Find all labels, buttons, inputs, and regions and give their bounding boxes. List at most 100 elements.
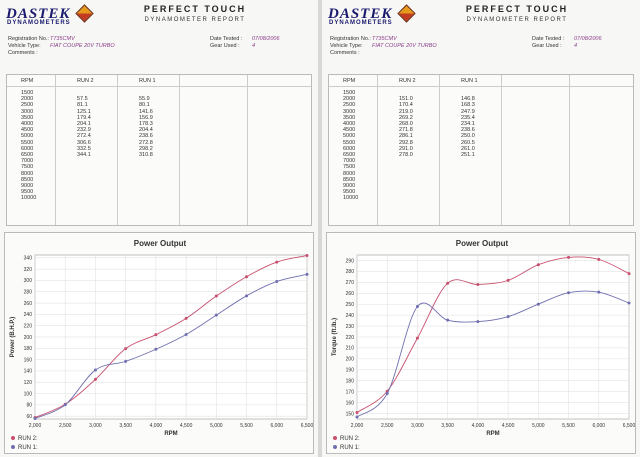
data-point-run1 bbox=[506, 315, 510, 319]
x-tick-label: 2,000 bbox=[351, 423, 364, 429]
table-cell: 234.1 bbox=[461, 121, 475, 128]
y-tick-label: 240 bbox=[346, 313, 355, 319]
y-tick-label: 340 bbox=[24, 256, 33, 262]
data-point-run1 bbox=[536, 302, 540, 306]
table-cell: 5500 bbox=[343, 139, 356, 146]
table-cell: 8500 bbox=[21, 176, 34, 183]
table-cell: 344.1 bbox=[77, 152, 91, 159]
y-tick-label: 290 bbox=[346, 258, 355, 264]
y-tick-label: 260 bbox=[346, 291, 355, 297]
report-title: PERFECT TOUCH DYNAMOMETER REPORT bbox=[442, 4, 592, 23]
run2-header: RUN 2 bbox=[399, 78, 416, 84]
table-cell: 179.4 bbox=[77, 114, 91, 121]
dastek-logo: DASTEK DYNAMOMETERS bbox=[328, 4, 418, 28]
table-cell: 156.9 bbox=[139, 114, 153, 121]
diamond-icon bbox=[397, 4, 416, 23]
table-cell: 10000 bbox=[343, 195, 359, 202]
run1-column: 146.8 168.3 247.9 235.4 234.1 238.6 250.0 260.5… bbox=[461, 90, 475, 158]
date-label: Date Tested : bbox=[210, 36, 243, 42]
table-cell: 9000 bbox=[21, 183, 34, 190]
vehicle-label: Vehicle Type: bbox=[330, 43, 363, 49]
table-cell: 272.8 bbox=[139, 139, 153, 146]
table-cell: 2000 bbox=[343, 96, 356, 103]
table-cell: 151.0 bbox=[399, 96, 413, 103]
run2-column: 57.5 81.1 125.1 179.4 204.1 232.9 272.4 306.6 33… bbox=[77, 90, 91, 158]
y-tick-label: 270 bbox=[346, 280, 355, 286]
y-tick-label: 170 bbox=[346, 389, 355, 395]
legend-run1: RUN 1: bbox=[333, 445, 360, 451]
vehicle-value: FIAT COUPE 20V TURBO bbox=[372, 43, 437, 49]
data-point-run2 bbox=[567, 255, 571, 259]
vehicle-info: Registration No.:T735CMV Vehicle Type: FI… bbox=[330, 36, 437, 57]
data-point-run2 bbox=[93, 377, 97, 381]
data-point-run2 bbox=[154, 333, 158, 337]
x-tick-label: 4,500 bbox=[502, 423, 515, 429]
table-cell: 6000 bbox=[343, 145, 356, 152]
y-tick-label: 200 bbox=[24, 335, 33, 341]
series-line-run1 bbox=[356, 290, 630, 418]
chart-title: Power Output bbox=[134, 239, 187, 248]
report-title: PERFECT TOUCH DYNAMOMETER REPORT bbox=[120, 4, 270, 23]
data-point-run2 bbox=[124, 347, 128, 351]
y-tick-label: 150 bbox=[346, 411, 355, 417]
y-tick-label: 230 bbox=[346, 324, 355, 330]
data-point-run1 bbox=[385, 392, 389, 396]
x-tick-label: 6,500 bbox=[623, 423, 636, 429]
gear-label: Gear Used : bbox=[210, 43, 240, 49]
comments-label: Comments : bbox=[330, 50, 360, 56]
table-cell: 2500 bbox=[343, 102, 356, 109]
series-line-run2 bbox=[356, 256, 630, 413]
legend-label-run1: RUN 1: bbox=[340, 445, 360, 451]
x-tick-label: 4,000 bbox=[472, 423, 485, 429]
legend-run2: RUN 2: bbox=[11, 436, 38, 442]
legend-swatch-run1 bbox=[11, 445, 15, 450]
vehicle-info: Registration No.:T735CMV Vehicle Type: FI… bbox=[8, 36, 115, 57]
date-label: Date Tested : bbox=[532, 36, 565, 42]
torque-chart-svg: Power Output 150 160 170 180 190 200 210 220 230 2… bbox=[332, 239, 636, 437]
legend-label-run2: RUN 2: bbox=[18, 436, 38, 442]
table-cell: 55.9 bbox=[139, 96, 150, 103]
y-tick-label: 160 bbox=[346, 400, 355, 406]
registration-label: Registration No.: bbox=[330, 36, 371, 42]
y-tick-label: 250 bbox=[346, 302, 355, 308]
table-cell: 80.1 bbox=[139, 102, 150, 109]
table-cell: 5000 bbox=[21, 133, 34, 140]
data-point-run2 bbox=[415, 336, 419, 340]
data-point-run2 bbox=[355, 410, 359, 414]
y-tick-label: 220 bbox=[24, 323, 33, 329]
x-tick-label: 5,500 bbox=[240, 423, 253, 429]
y-tick-label: 200 bbox=[346, 357, 355, 363]
table-cell: 310.8 bbox=[139, 152, 153, 159]
run1-header: RUN 1 bbox=[461, 78, 478, 84]
table-cell: 7000 bbox=[343, 158, 356, 165]
y-tick-label: 240 bbox=[24, 312, 33, 318]
x-tick-label: 5,000 bbox=[210, 423, 223, 429]
data-point-run2 bbox=[275, 260, 279, 264]
y-tick-label: 120 bbox=[24, 380, 33, 386]
report-title-main: PERFECT TOUCH bbox=[143, 4, 247, 14]
series-line-run2 bbox=[34, 255, 308, 418]
table-cell: 272.4 bbox=[77, 133, 91, 140]
rpm-header: RPM bbox=[21, 78, 34, 84]
x-axis-label: RPM bbox=[164, 431, 177, 437]
x-tick-label: 2,500 bbox=[381, 423, 394, 429]
table-cell: 3500 bbox=[343, 114, 356, 121]
data-point-run2 bbox=[214, 294, 218, 298]
rpm-header: RPM bbox=[343, 78, 356, 84]
table-cell: 238.6 bbox=[461, 127, 475, 134]
data-point-run1 bbox=[627, 301, 631, 305]
legend-run2: RUN 2: bbox=[333, 436, 360, 442]
power-chart-svg: Power Output 60 80 100 120 140 160 180 200 220 240… bbox=[10, 239, 313, 437]
power-chart: Power Output 60 80 100 120 140 160 180 200 220 240… bbox=[4, 232, 314, 454]
registration-value: T735CMV bbox=[372, 36, 397, 42]
table-cell: 4000 bbox=[21, 121, 34, 128]
table-cell: 81.1 bbox=[77, 102, 88, 109]
table-cell: 146.8 bbox=[461, 96, 475, 103]
x-tick-label: 6,000 bbox=[593, 423, 606, 429]
data-point-run1 bbox=[33, 416, 37, 420]
table-cell: 2000 bbox=[21, 96, 34, 103]
table-cell: 278.0 bbox=[399, 152, 413, 159]
logo-wordmark: DASTEK bbox=[328, 6, 393, 22]
results-table: RPM RUN 2 RUN 1 1500 2000 2500 3000 3500 4000… bbox=[6, 74, 312, 226]
data-point-run1 bbox=[184, 333, 188, 337]
